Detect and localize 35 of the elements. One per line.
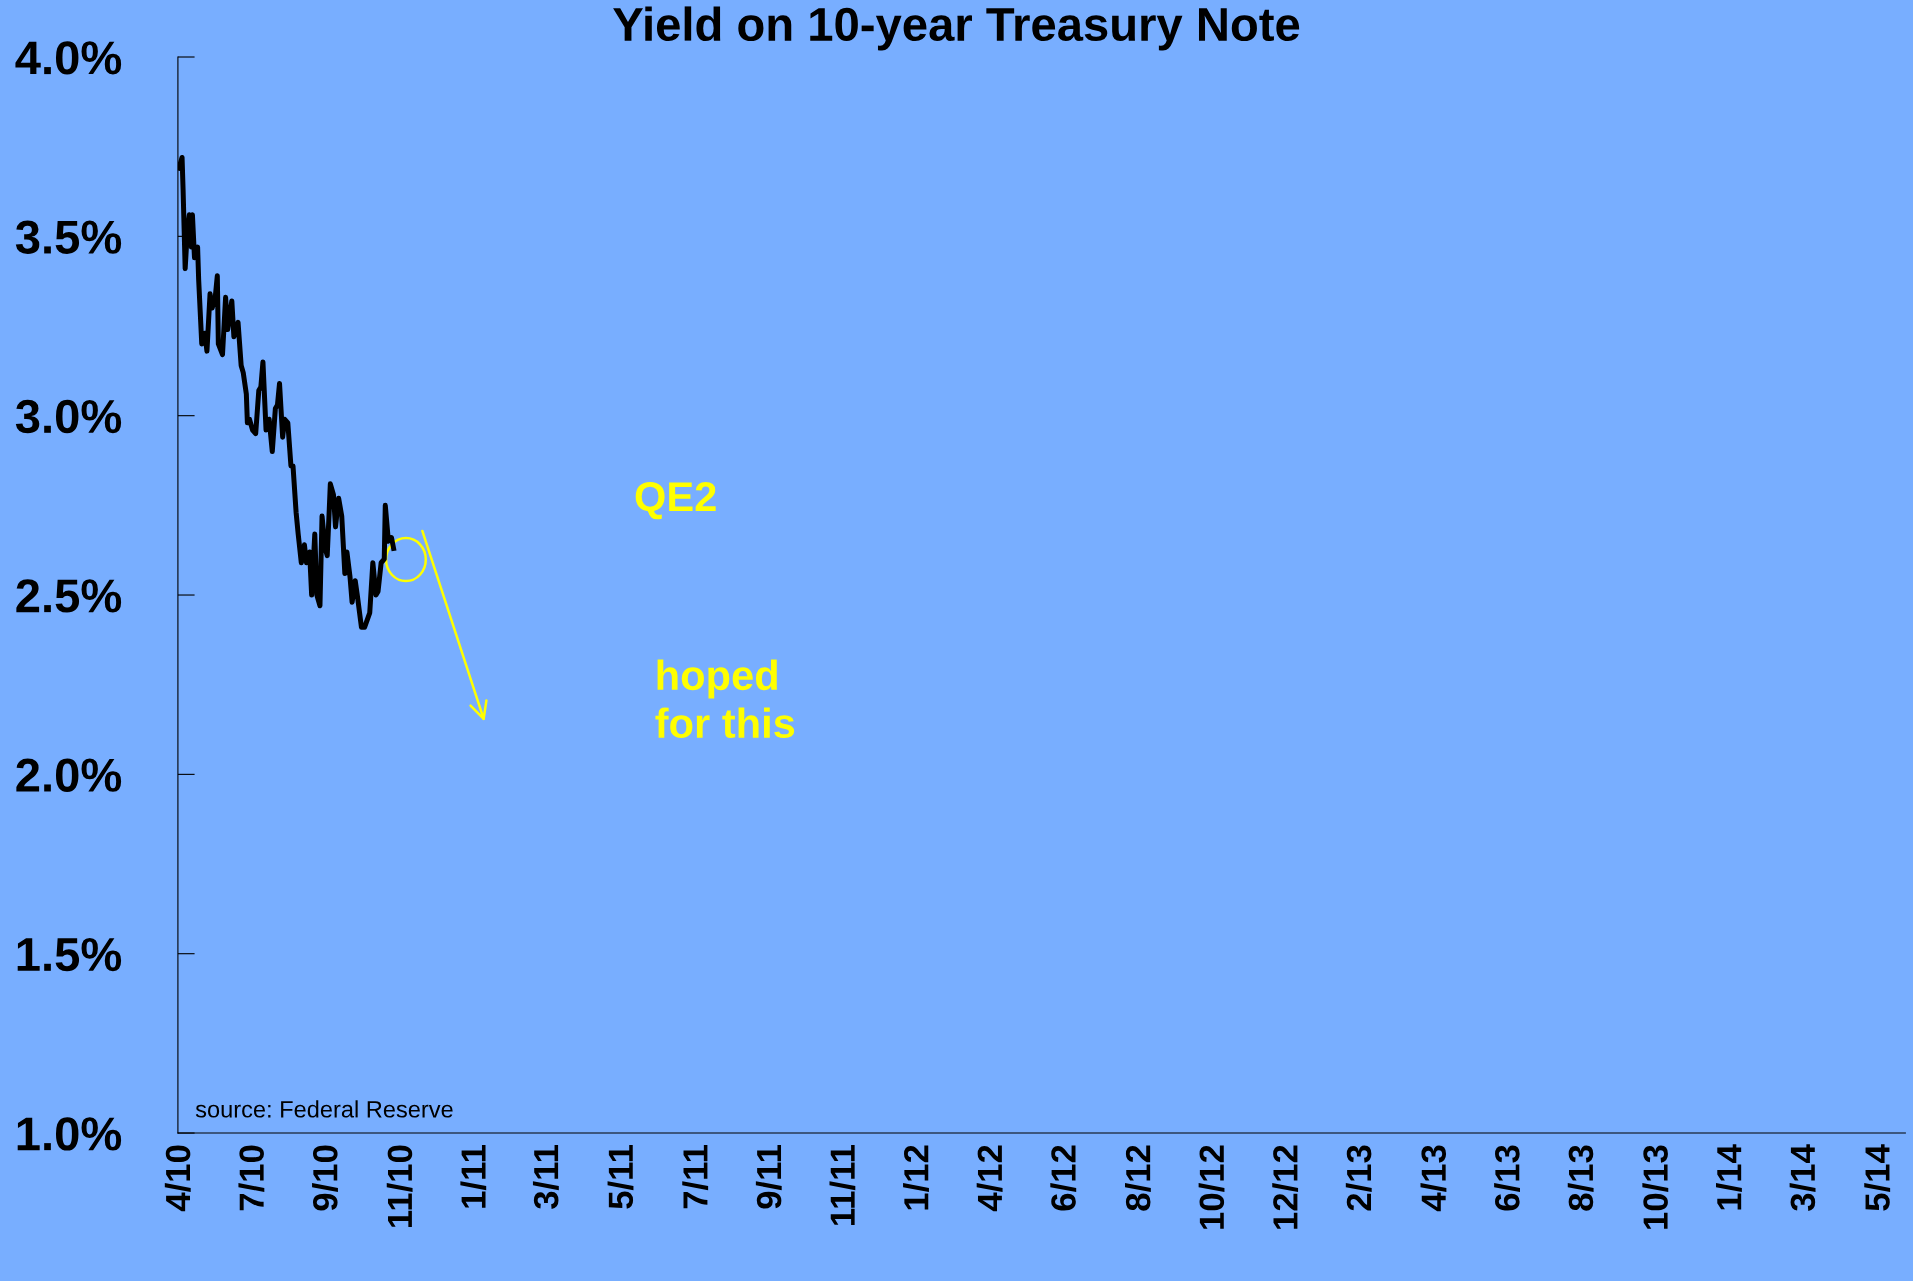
y-tick-label: 3.0% (15, 399, 122, 434)
y-tick-label: 4.0% (15, 41, 122, 75)
x-tick-label: 3/11 (532, 1145, 559, 1210)
x-tick-label: 4/12 (976, 1145, 1003, 1212)
y-tick-label: 3.5% (15, 220, 122, 254)
x-tick-label: 10/13 (1642, 1145, 1669, 1229)
x-tick-label: 9/10 (312, 1145, 338, 1211)
x-tick-label: 4/10 (164, 1145, 191, 1212)
x-tick-label: 1/14 (1716, 1144, 1742, 1210)
x-tick-label: 2/13 (1345, 1145, 1372, 1211)
x-tick-label: 4/13 (1420, 1145, 1447, 1212)
x-tick-label: 11/10 (386, 1145, 413, 1227)
x-tick-label: 6/13 (1494, 1145, 1520, 1211)
x-tick-label: 6/12 (1050, 1145, 1077, 1211)
x-tick-label: 7/10 (238, 1145, 265, 1211)
annotation: hoped for this (655, 659, 795, 739)
x-tick-label: 10/12 (1198, 1145, 1225, 1229)
annotation: source: Federal Reserve (195, 1100, 453, 1118)
x-tick-label: 5/14 (1864, 1144, 1891, 1211)
x-tick-label: 8/12 (1124, 1145, 1151, 1211)
x-tick-label: 1/11 (460, 1145, 487, 1208)
x-tick-label: 3/14 (1789, 1144, 1816, 1211)
x-tick-label: 8/13 (1567, 1145, 1594, 1211)
chart-title: Yield on 10-year Treasury Note (613, 6, 1300, 51)
x-tick-label: 12/12 (1272, 1145, 1299, 1229)
x-tick-label: 5/11 (607, 1145, 634, 1209)
x-tick-label: 1/12 (903, 1145, 929, 1210)
y-tick-label: 2.0% (16, 758, 122, 792)
y-tick-label: 2.5% (16, 579, 122, 613)
x-tick-label: 11/11 (829, 1145, 856, 1226)
y-tick-label: 1.0% (17, 1117, 122, 1151)
x-tick-label: 9/11 (755, 1145, 782, 1209)
x-tick-label: 7/11 (682, 1145, 709, 1209)
y-tick-label: 1.5% (17, 937, 122, 972)
annotation: QE2 (635, 481, 716, 520)
